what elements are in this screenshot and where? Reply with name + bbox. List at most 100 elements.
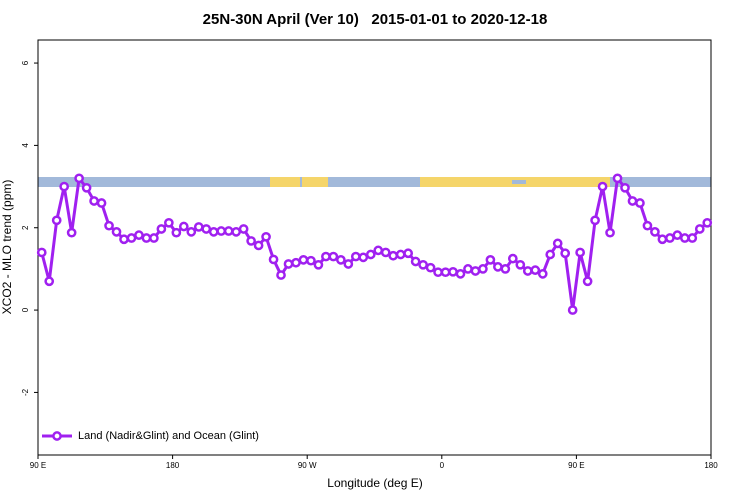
data-point: [178, 221, 189, 232]
data-point: [81, 182, 92, 193]
data-point: [134, 230, 144, 240]
data-point: [261, 231, 271, 242]
y-tick-label: 0: [21, 307, 30, 312]
y-tick-label: -2: [21, 388, 30, 396]
data-point: [365, 249, 376, 260]
legend-label: Land (Nadir&Glint) and Ocean (Glint): [78, 430, 259, 442]
data-point: [111, 227, 122, 237]
y-tick-label: 4: [21, 143, 30, 148]
data-point: [642, 220, 653, 231]
data-point: [418, 259, 428, 270]
x-tick-label: 90 E: [568, 461, 584, 470]
data-point: [373, 245, 384, 256]
data-point: [522, 266, 533, 276]
data-point: [448, 266, 458, 277]
data-point: [530, 265, 541, 275]
data-point: [231, 227, 242, 237]
data-point: [403, 248, 413, 259]
legend-marker: [52, 431, 62, 441]
data-point: [620, 182, 630, 193]
data-point: [560, 248, 571, 259]
data-point: [208, 227, 219, 237]
data-point: [627, 196, 638, 206]
data-point: [164, 217, 174, 228]
data-point: [276, 270, 286, 280]
y-tick-label: 6: [21, 60, 30, 65]
data-point: [455, 268, 466, 279]
data-point: [223, 226, 234, 236]
data-point: [238, 224, 249, 234]
data-point: [253, 240, 264, 251]
x-tick-label: 180: [166, 461, 180, 470]
data-point: [350, 251, 361, 262]
data-point: [126, 233, 137, 243]
data-point: [440, 267, 451, 278]
data-point: [694, 224, 705, 234]
data-point: [216, 226, 227, 236]
data-point: [537, 268, 548, 279]
data-point: [545, 249, 556, 260]
data-point: [657, 234, 668, 245]
data-point: [313, 259, 324, 270]
data-point: [425, 262, 436, 273]
data-point: [89, 196, 99, 206]
data-point: [283, 259, 294, 269]
data-point: [665, 233, 675, 243]
data-point: [507, 253, 518, 264]
data-point: [515, 259, 526, 270]
data-point: [59, 181, 70, 192]
data-point: [650, 227, 660, 237]
chart-title: 25N-30N April (Ver 10) 2015-01-01 to 202…: [203, 11, 548, 28]
data-point: [463, 264, 473, 274]
x-axis-title: Longitude (deg E): [327, 476, 422, 490]
data-point: [193, 222, 204, 232]
data-point: [119, 234, 129, 245]
data-point: [485, 255, 496, 265]
data-point: [186, 227, 197, 237]
data-point: [343, 259, 354, 269]
data-point: [470, 266, 481, 276]
x-tick-label: 90 E: [30, 461, 46, 470]
data-point: [552, 238, 563, 249]
data-point: [298, 255, 309, 265]
data-point: [410, 256, 421, 267]
plot-frame: [37, 39, 712, 456]
data-point: [201, 224, 212, 234]
data-point: [500, 264, 511, 274]
data-point: [679, 233, 690, 243]
data-point: [358, 252, 369, 263]
x-tick-label: 180: [704, 461, 718, 470]
data-point: [171, 227, 182, 238]
data-point: [567, 305, 578, 315]
data-point: [672, 230, 683, 240]
data-point: [687, 233, 698, 243]
data-point: [597, 181, 608, 192]
y-tick-label: 2: [21, 225, 30, 230]
data-point: [104, 220, 114, 231]
data-point: [328, 251, 339, 262]
land-ocean-strip: [38, 177, 711, 187]
data-point: [336, 255, 346, 265]
x-tick-label: 0: [440, 461, 445, 470]
data-point: [74, 173, 84, 184]
y-axis-title: XCO2 - MLO trend (ppm): [0, 180, 14, 315]
data-point: [388, 250, 399, 261]
data-point: [575, 247, 585, 258]
data-point: [36, 247, 47, 258]
data-point: [395, 249, 406, 260]
data-point: [66, 227, 77, 238]
data-point: [149, 233, 159, 243]
series-line: [40, 174, 709, 311]
data-point: [44, 276, 55, 287]
data-point: [590, 215, 600, 226]
data-point: [156, 224, 167, 234]
data-point: [478, 264, 488, 274]
data-point: [702, 217, 713, 228]
data-point: [291, 257, 301, 268]
data-point: [433, 267, 443, 278]
data-point: [612, 173, 623, 184]
data-point: [268, 254, 279, 265]
data-point: [246, 236, 256, 246]
data-point: [51, 215, 62, 226]
